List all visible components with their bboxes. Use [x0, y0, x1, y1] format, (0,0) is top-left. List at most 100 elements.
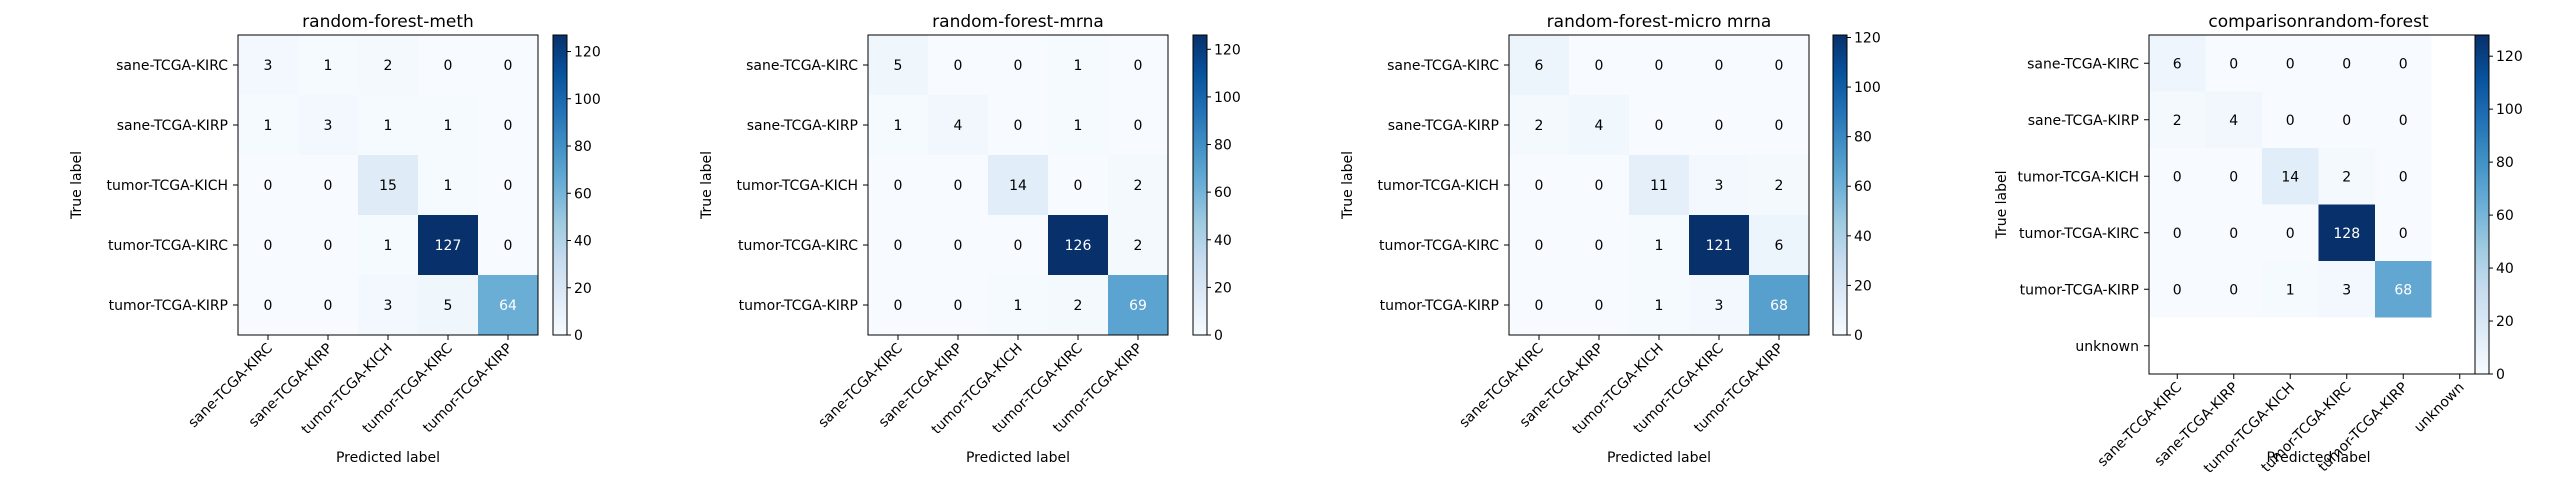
heatmap-cell	[988, 35, 1048, 95]
colorbar-tick-label: 100	[1854, 80, 1881, 96]
heatmap-cell	[1108, 215, 1168, 275]
heatmap-cell	[2262, 317, 2319, 374]
cell-value-label: 0	[1014, 58, 1023, 74]
y-tick-label: tumor-TCGA-KICH	[2018, 169, 2139, 185]
cell-value-label: 0	[1595, 58, 1604, 74]
colorbar-tick-label: 80	[1854, 130, 1872, 146]
heatmap-cell	[1569, 95, 1629, 155]
x-axis-label: Predicted label	[966, 450, 1070, 466]
cell-value-label: 0	[1595, 298, 1604, 314]
heatmap-cell	[2375, 204, 2432, 261]
cell-value-label: 0	[2173, 282, 2182, 298]
heatmap-cell	[1689, 35, 1749, 95]
colorbar-tick-label: 100	[2496, 102, 2523, 118]
colorbar	[1832, 34, 1848, 336]
cell-value-label: 1	[444, 178, 453, 194]
cell-value-label: 0	[2229, 282, 2238, 298]
cell-value-label: 2	[2342, 169, 2351, 185]
heatmap-cell	[1569, 155, 1629, 215]
cell-value-label: 0	[1134, 58, 1143, 74]
heatmap-cell	[358, 95, 418, 155]
cell-value-label: 0	[2286, 113, 2295, 129]
cell-value-label: 2	[1074, 298, 1083, 314]
heatmap-cell	[2318, 317, 2375, 374]
y-tick-label: sane-TCGA-KIRC	[1387, 58, 1499, 74]
heatmap-cell	[1108, 275, 1168, 335]
y-tick-label: tumor-TCGA-KICH	[737, 178, 858, 194]
heatmap-cell	[298, 275, 358, 335]
x-tick-label: unknown	[2411, 380, 2467, 436]
colorbar-tick-label: 40	[574, 234, 592, 250]
heatmap-cell	[2149, 148, 2206, 205]
heatmap-cell	[988, 95, 1048, 155]
y-tick-label: tumor-TCGA-KICH	[1378, 178, 1499, 194]
cell-value-label: 0	[1655, 58, 1664, 74]
cell-value-label: 126	[1065, 238, 1092, 254]
colorbar-tick-label: 40	[1214, 233, 1232, 249]
cell-value-label: 1	[1074, 118, 1083, 134]
cell-value-label: 0	[2399, 226, 2408, 242]
y-tick-label: tumor-TCGA-KIRP	[2020, 282, 2139, 298]
heatmap-cell	[478, 35, 538, 95]
colorbar	[1192, 34, 1208, 336]
y-tick-label: sane-TCGA-KIRC	[2027, 56, 2139, 72]
heatmap-cell	[2318, 35, 2375, 92]
cell-value-label: 0	[1655, 118, 1664, 134]
cell-value-label: 0	[2229, 226, 2238, 242]
heatmap-cell	[418, 95, 478, 155]
heatmap-cell	[988, 155, 1048, 215]
heatmap-cell	[2149, 35, 2206, 92]
colorbar-tick-label: 60	[574, 186, 592, 202]
heatmap-cell	[2375, 261, 2432, 318]
cell-value-label: 0	[504, 178, 513, 194]
heatmap-cell	[2149, 261, 2206, 318]
cell-value-label: 0	[1014, 118, 1023, 134]
cell-value-label: 4	[2229, 113, 2238, 129]
cell-value-label: 1	[324, 58, 333, 74]
cell-value-label: 0	[2399, 113, 2408, 129]
y-tick-label: tumor-TCGA-KICH	[107, 178, 228, 194]
cell-value-label: 2	[384, 58, 393, 74]
heatmap-cell	[988, 275, 1048, 335]
cell-value-label: 0	[504, 118, 513, 134]
cell-value-label: 121	[1706, 238, 1733, 254]
heatmap-cell	[1048, 275, 1108, 335]
cell-value-label: 0	[1715, 118, 1724, 134]
heatmap-cell	[2205, 35, 2262, 92]
colorbar	[552, 34, 568, 336]
cell-value-label: 3	[384, 298, 393, 314]
cell-value-label: 3	[264, 58, 273, 74]
heatmap-cell	[2375, 91, 2432, 148]
heatmap-cell	[1749, 275, 1809, 335]
cell-value-label: 0	[1074, 178, 1083, 194]
cell-value-label: 0	[1775, 58, 1784, 74]
colorbar-tick-label: 20	[1214, 280, 1232, 296]
heatmap-cell	[1509, 215, 1569, 275]
cell-value-label: 1	[2286, 282, 2295, 298]
heatmap-cell	[1048, 95, 1108, 155]
colorbar-tick-label: 80	[574, 139, 592, 155]
heatmap-cell	[2205, 317, 2262, 374]
cell-value-label: 0	[2173, 226, 2182, 242]
y-tick-label: tumor-TCGA-KIRP	[1380, 298, 1499, 314]
y-tick-label: tumor-TCGA-KIRC	[1379, 238, 1499, 254]
colorbar-tick-label: 40	[1854, 229, 1872, 245]
heatmap-cell	[2205, 204, 2262, 261]
cell-value-label: 0	[894, 178, 903, 194]
heatmap-cell	[1108, 95, 1168, 155]
colorbar-tick-label: 120	[2496, 49, 2523, 65]
cell-value-label: 1	[384, 238, 393, 254]
cell-value-label: 0	[1014, 238, 1023, 254]
heatmap-cell	[2149, 91, 2206, 148]
cell-value-label: 68	[2394, 282, 2412, 298]
x-axis-label: Predicted label	[1607, 450, 1711, 466]
cell-value-label: 0	[2342, 56, 2351, 72]
y-tick-label: unknown	[2075, 339, 2139, 355]
heatmap-cell	[1108, 155, 1168, 215]
colorbar-tick-label: 40	[2496, 261, 2514, 277]
y-tick-label: tumor-TCGA-KIRP	[739, 298, 858, 314]
heatmap-cell	[1509, 35, 1569, 95]
